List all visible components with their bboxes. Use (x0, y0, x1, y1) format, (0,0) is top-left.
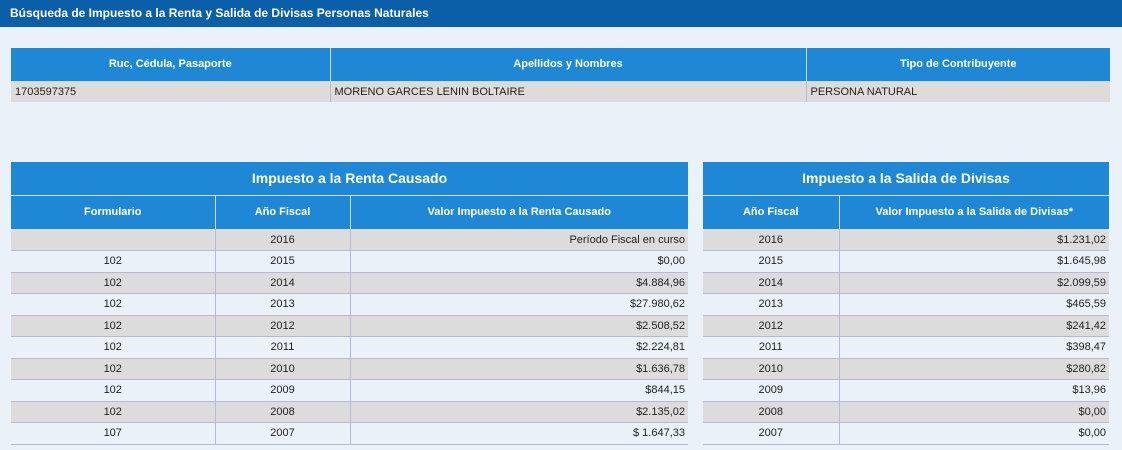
renta-form-cell: 102 (11, 336, 216, 359)
taxpayer-row: 1703597375 MORENO GARCES LENIN BOLTAIRE … (11, 80, 1110, 102)
taxpayer-type: PERSONA NATURAL (806, 80, 1110, 102)
renta-row: 102 2010 $1.636,78 (11, 358, 688, 380)
renta-caption: Impuesto a la Renta Causado (11, 162, 688, 196)
renta-form-cell: 102 (11, 272, 216, 294)
page-title: Búsqueda de Impuesto a la Renta y Salida… (0, 0, 1122, 27)
divisas-year-cell: 2016 (703, 229, 840, 251)
renta-value-cell: $0,00 (350, 250, 688, 273)
renta-form-cell: 107 (11, 422, 216, 445)
divisas-caption: Impuesto a la Salida de Divisas (703, 162, 1110, 196)
divisas-year-cell: 2008 (703, 401, 840, 423)
renta-table: Impuesto a la Renta Causado Formulario A… (11, 162, 688, 445)
taxpayer-table: Ruc, Cédula, Pasaporte Apellidos y Nombr… (11, 48, 1110, 102)
divisas-year-cell: 2011 (703, 336, 840, 359)
renta-row: 102 2013 $27.980,62 (11, 293, 688, 316)
renta-row: 102 2012 $2.508,52 (11, 315, 688, 337)
divisas-year-cell: 2007 (703, 422, 840, 445)
header-name: Apellidos y Nombres (330, 48, 807, 81)
divisas-year-cell: 2014 (703, 272, 840, 294)
divisas-value-cell: $1.231,02 (839, 229, 1110, 251)
divisas-row: 2008 $0,00 (703, 401, 1110, 423)
renta-form-cell (11, 229, 216, 251)
divisas-header-value: Valor Impuesto a la Salida de Divisas* (839, 195, 1110, 229)
renta-year-cell: 2007 (215, 422, 351, 445)
divisas-value-cell: $13,96 (839, 379, 1110, 402)
renta-year-cell: 2016 (215, 229, 351, 251)
divisas-row: 2016 $1.231,02 (703, 229, 1110, 251)
renta-year-cell: 2015 (215, 250, 351, 273)
divisas-year-cell: 2010 (703, 358, 840, 380)
divisas-value-cell: $280,82 (839, 358, 1110, 380)
divisas-row: 2015 $1.645,98 (703, 250, 1110, 273)
renta-year-cell: 2011 (215, 336, 351, 359)
renta-form-cell: 102 (11, 315, 216, 337)
renta-year-cell: 2009 (215, 379, 351, 402)
taxpayer-header-row: Ruc, Cédula, Pasaporte Apellidos y Nombr… (11, 48, 1110, 81)
renta-row: 102 2015 $0,00 (11, 250, 688, 273)
divisas-value-cell: $1.645,98 (839, 250, 1110, 273)
renta-row: 102 2009 $844,15 (11, 379, 688, 402)
renta-year-cell: 2012 (215, 315, 351, 337)
renta-form-cell: 102 (11, 358, 216, 380)
divisas-row: 2013 $465,59 (703, 293, 1110, 316)
renta-header-value: Valor Impuesto a la Renta Causado (350, 195, 688, 229)
divisas-row: 2007 $0,00 (703, 422, 1110, 445)
renta-value-cell: Período Fiscal en curso (350, 229, 688, 251)
renta-header-year: Año Fiscal (215, 195, 351, 229)
divisas-row: 2010 $280,82 (703, 358, 1110, 380)
header-id: Ruc, Cédula, Pasaporte (11, 48, 331, 81)
renta-value-cell: $27.980,62 (350, 293, 688, 316)
renta-form-cell: 102 (11, 401, 216, 423)
divisas-header-year: Año Fiscal (703, 195, 840, 229)
renta-form-cell: 102 (11, 379, 216, 402)
taxpayer-name: MORENO GARCES LENIN BOLTAIRE (330, 80, 807, 102)
renta-row: 2016 Período Fiscal en curso (11, 229, 688, 251)
renta-row: 102 2008 $2.135,02 (11, 401, 688, 423)
renta-value-cell: $1.636,78 (350, 358, 688, 380)
divisas-row: 2012 $241,42 (703, 315, 1110, 337)
renta-value-cell: $2.135,02 (350, 401, 688, 423)
renta-row: 102 2014 $4.884,96 (11, 272, 688, 294)
divisas-value-cell: $465,59 (839, 293, 1110, 316)
divisas-value-cell: $2.099,59 (839, 272, 1110, 294)
renta-value-cell: $4.884,96 (350, 272, 688, 294)
divisas-value-cell: $398,47 (839, 336, 1110, 359)
renta-value-cell: $2.224,81 (350, 336, 688, 359)
divisas-table: Impuesto a la Salida de Divisas Año Fisc… (703, 162, 1110, 445)
renta-value-cell: $2.508,52 (350, 315, 688, 337)
divisas-value-cell: $241,42 (839, 315, 1110, 337)
divisas-header-row: Año Fiscal Valor Impuesto a la Salida de… (703, 195, 1110, 229)
divisas-value-cell: $0,00 (839, 401, 1110, 423)
renta-year-cell: 2008 (215, 401, 351, 423)
header-type: Tipo de Contribuyente (806, 48, 1110, 81)
renta-year-cell: 2013 (215, 293, 351, 316)
renta-row: 102 2011 $2.224,81 (11, 336, 688, 359)
taxpayer-id: 1703597375 (11, 80, 331, 102)
renta-year-cell: 2014 (215, 272, 351, 294)
divisas-year-cell: 2013 (703, 293, 840, 316)
renta-header-form: Formulario (11, 195, 216, 229)
divisas-row: 2009 $13,96 (703, 379, 1110, 402)
renta-form-cell: 102 (11, 250, 216, 273)
renta-form-cell: 102 (11, 293, 216, 316)
divisas-year-cell: 2015 (703, 250, 840, 273)
divisas-row: 2011 $398,47 (703, 336, 1110, 359)
renta-row: 107 2007 $ 1.647,33 (11, 422, 688, 445)
renta-year-cell: 2010 (215, 358, 351, 380)
divisas-value-cell: $0,00 (839, 422, 1110, 445)
divisas-year-cell: 2009 (703, 379, 840, 402)
renta-value-cell: $ 1.647,33 (350, 422, 688, 445)
divisas-row: 2014 $2.099,59 (703, 272, 1110, 294)
renta-value-cell: $844,15 (350, 379, 688, 402)
renta-header-row: Formulario Año Fiscal Valor Impuesto a l… (11, 195, 688, 229)
divisas-year-cell: 2012 (703, 315, 840, 337)
